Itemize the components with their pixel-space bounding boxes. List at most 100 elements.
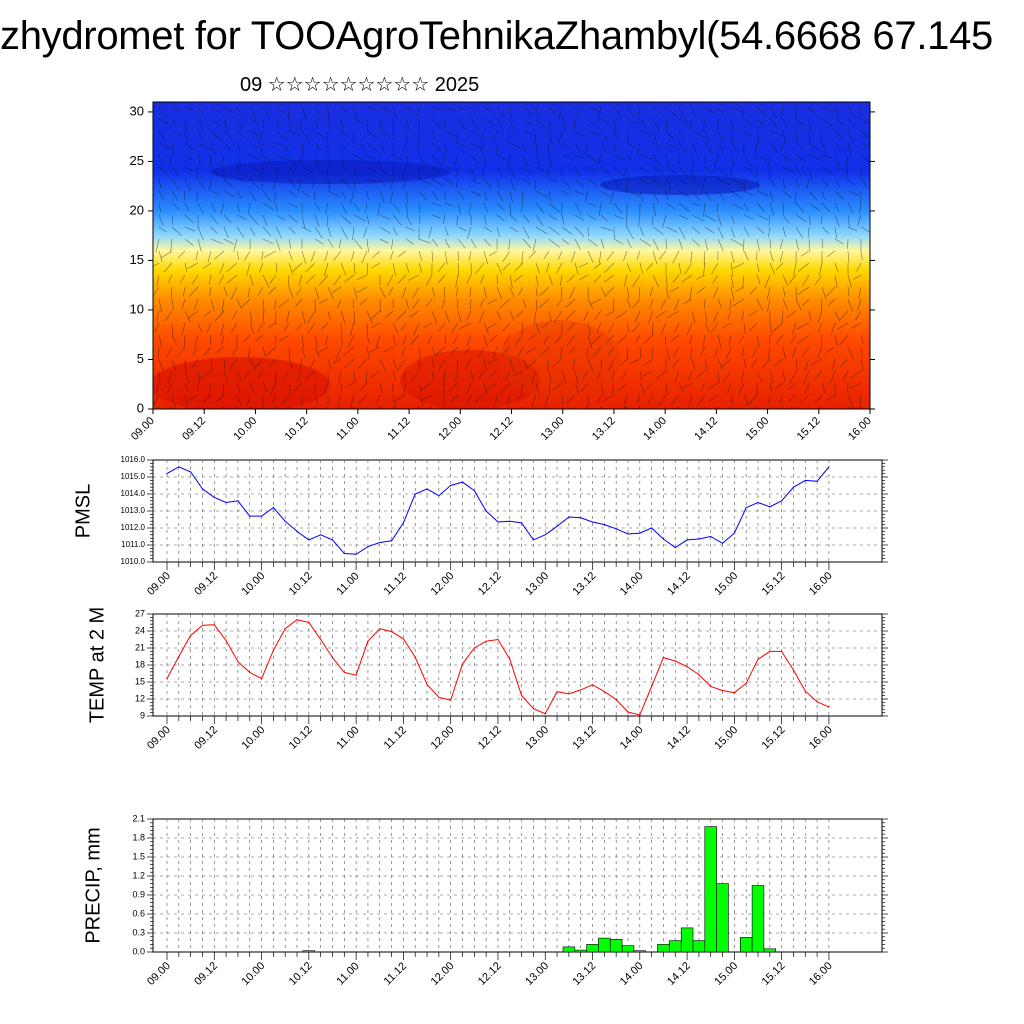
wind-barb (257, 370, 264, 379)
wind-barb (600, 178, 608, 189)
data-point (544, 534, 546, 536)
wind-barb (642, 370, 654, 377)
wind-barb (379, 142, 385, 154)
wind-barb (665, 190, 669, 200)
wind-barb (288, 202, 298, 209)
wind-barb (483, 154, 487, 168)
wind-barb (639, 238, 652, 247)
wind-barb (561, 238, 570, 245)
wind-barb (479, 298, 485, 308)
wind-barb (513, 274, 524, 283)
wind-barb (288, 358, 293, 369)
wind-barb (574, 190, 584, 195)
wind-barb (296, 286, 303, 295)
wind-barb (288, 226, 296, 235)
wind-barb (607, 346, 615, 357)
y-tick-label: 1014.0 (121, 489, 146, 498)
wind-barb (168, 370, 173, 384)
wind-barb (795, 214, 807, 223)
wind-barb (717, 190, 726, 201)
wind-barb (262, 346, 266, 356)
wind-barb (585, 142, 589, 154)
wind-barb (463, 346, 472, 355)
wind-barb (821, 226, 830, 234)
wind-barb (665, 238, 667, 250)
wind-barb (558, 106, 563, 121)
wind-barb (274, 298, 277, 310)
wind-barb (457, 262, 460, 277)
y-tick-label: 1010.0 (121, 557, 146, 566)
wind-barb (314, 154, 319, 169)
wind-barb (405, 226, 415, 232)
wind-barb (431, 202, 442, 207)
wind-barb (639, 370, 642, 380)
data-point (308, 621, 310, 624)
wind-barb (444, 250, 448, 265)
wind-barb (826, 250, 836, 257)
wind-barb (405, 106, 418, 116)
wind-barb (580, 382, 589, 392)
wind-barb (493, 130, 498, 140)
wind-barb (275, 142, 287, 149)
data-point (816, 701, 818, 703)
wind-barb (636, 250, 641, 260)
wind-barb (236, 130, 247, 139)
wind-barb (860, 142, 870, 149)
wind-barb (730, 190, 743, 199)
data-point (473, 647, 475, 649)
wind-barb (353, 154, 364, 161)
wind-barb (181, 298, 186, 310)
wind-barb (582, 370, 589, 379)
wind-barb (153, 286, 160, 296)
wind-barb (795, 202, 805, 213)
wind-barb (535, 214, 544, 226)
wind-barb (470, 238, 477, 249)
wind-barb (703, 250, 706, 265)
wind-barb (773, 358, 784, 367)
wind-barb (509, 358, 514, 372)
x-tick-label: 10.00 (240, 570, 268, 598)
wind-barb (535, 202, 545, 214)
wind-barb (560, 346, 563, 358)
wind-barb (690, 250, 693, 263)
wind-barb (437, 274, 446, 284)
wind-barb (600, 118, 610, 125)
data-point (792, 486, 795, 488)
wind-barb (691, 142, 698, 154)
wind-barb (418, 382, 423, 394)
data-point (178, 466, 180, 468)
data-point (166, 678, 168, 680)
wind-barb (371, 322, 381, 328)
wind-barb (548, 310, 552, 323)
wind-barb (796, 322, 810, 330)
y-tick-label: 1016.0 (121, 455, 146, 464)
data-point (426, 683, 428, 685)
wind-barb (712, 274, 719, 284)
wind-barb (767, 346, 771, 360)
data-point (190, 471, 192, 473)
wind-barb (199, 370, 212, 380)
wind-barb (383, 346, 394, 353)
wind-barb (795, 190, 797, 205)
wind-barb (156, 310, 160, 321)
wind-barb (488, 250, 498, 257)
wind-barb (834, 106, 840, 120)
wind-barb (502, 322, 511, 332)
wind-barb (834, 190, 845, 201)
wind-barb (376, 406, 381, 409)
x-tick-label: 15.12 (760, 570, 788, 598)
wind-barb (340, 118, 344, 131)
wind-barb (444, 142, 448, 153)
wind-barb (600, 142, 607, 151)
wind-barb (574, 370, 579, 385)
wind-barb (727, 310, 732, 320)
wind-barb (340, 262, 347, 276)
wind-barb (665, 226, 678, 233)
wind-barb (372, 250, 381, 259)
wind-barb (340, 214, 352, 225)
wind-barb (821, 214, 823, 225)
wind-barb (455, 370, 459, 382)
wind-barb (163, 262, 173, 273)
wind-barb (223, 178, 234, 188)
wind-barb (779, 250, 784, 262)
